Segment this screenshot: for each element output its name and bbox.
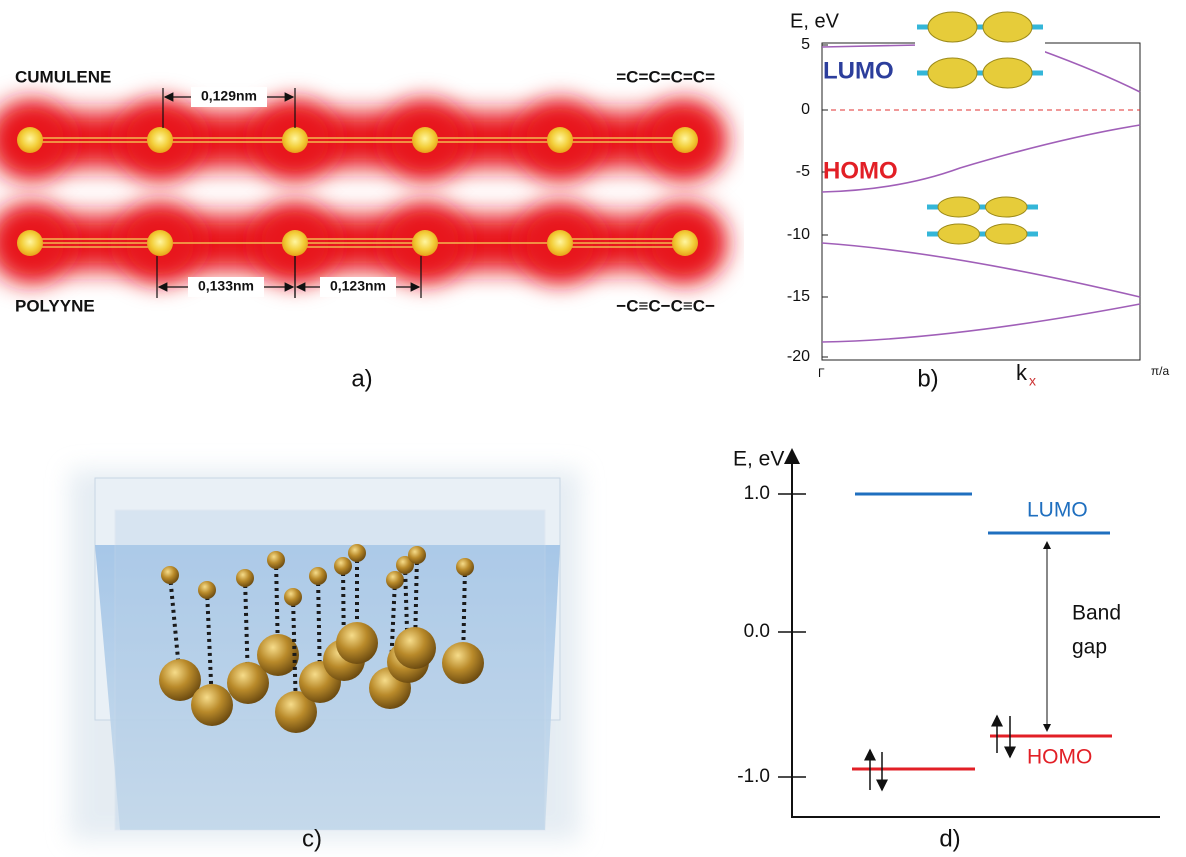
orbital [938,224,980,244]
x-end: π/a [1151,364,1170,378]
orbital [983,58,1032,88]
y-tick-label: -1.0 [737,766,770,787]
panel-c: c) [70,470,580,852]
panel-a: CUMULENE =C=C=C=C= POLYYNE −C≡C−C≡C− 0,129nm… [0,67,727,392]
homo-label: HOMO [823,157,898,184]
label: CUMULENE [15,67,111,86]
bond-length: 0,123nm [330,278,386,294]
orbital [986,224,1028,244]
band-curve [822,304,1140,342]
atom [282,230,308,256]
y-tick-label: 0.0 [744,621,770,642]
caption: b) [917,365,938,392]
caption: c) [302,825,322,852]
band-curve [822,243,1140,297]
orbital [986,197,1028,217]
orbital [928,58,977,88]
panel-d: E, eV 1.0 0.0 -1.0 LUMO HOMO Band gap d) [733,448,1160,853]
atom [547,230,573,256]
y-tick-label: -20 [787,348,810,365]
axis-label: E, eV [733,448,784,471]
atom [282,127,308,153]
formula: −C≡C−C≡C− [616,296,715,315]
gap-label: Band [1072,602,1121,625]
atom [17,230,43,256]
orbital [983,12,1032,42]
orbital [928,12,977,42]
lumo-label: LUMO [823,57,894,84]
head-sphere [309,567,327,585]
y-tick-label: -10 [787,226,810,243]
head-sphere [456,558,474,576]
bond-length: 0,133nm [198,278,254,294]
x-label-sub: x [1029,373,1036,389]
atom [147,230,173,256]
atom [147,127,173,153]
caption: a) [351,365,372,392]
head-sphere [284,588,302,606]
x-start: Γ [818,366,825,380]
x-label: k [1016,360,1028,385]
atom [672,127,698,153]
y-tick-label: 1.0 [744,483,770,504]
bond-length: 0,129nm [201,88,257,104]
head-sphere [408,546,426,564]
electron-density [10,112,710,168]
anchor-sphere [191,684,233,726]
homo-label: HOMO [1027,746,1092,769]
anchor-sphere [336,622,378,664]
y-tick-label: -5 [796,163,810,180]
y-tick-label: 0 [801,101,810,118]
anchor-sphere [394,627,436,669]
y-tick-label: 5 [801,36,810,53]
head-sphere [334,557,352,575]
y-tick-label: -15 [787,288,810,305]
lumo-label: LUMO [1027,499,1088,522]
caption: d) [939,825,960,852]
anchor-sphere [442,642,484,684]
atom [672,230,698,256]
head-sphere [386,571,404,589]
atom [412,127,438,153]
head-sphere [198,581,216,599]
orbital [938,197,980,217]
label: POLYYNE [15,296,95,315]
atom [547,127,573,153]
head-sphere [267,551,285,569]
formula: =C=C=C=C= [616,67,715,86]
head-sphere [161,566,179,584]
page: {"panel_a": {"top_label": "CUMULENE", "t… [0,0,1186,857]
figure: CUMULENE =C=C=C=C= POLYYNE −C≡C−C≡C− 0,129nm… [0,0,1186,857]
head-sphere [236,569,254,587]
atom [17,127,43,153]
axis-label: E, eV [790,10,840,32]
head-sphere [348,544,366,562]
atom [412,230,438,256]
gap-label: gap [1072,636,1107,659]
